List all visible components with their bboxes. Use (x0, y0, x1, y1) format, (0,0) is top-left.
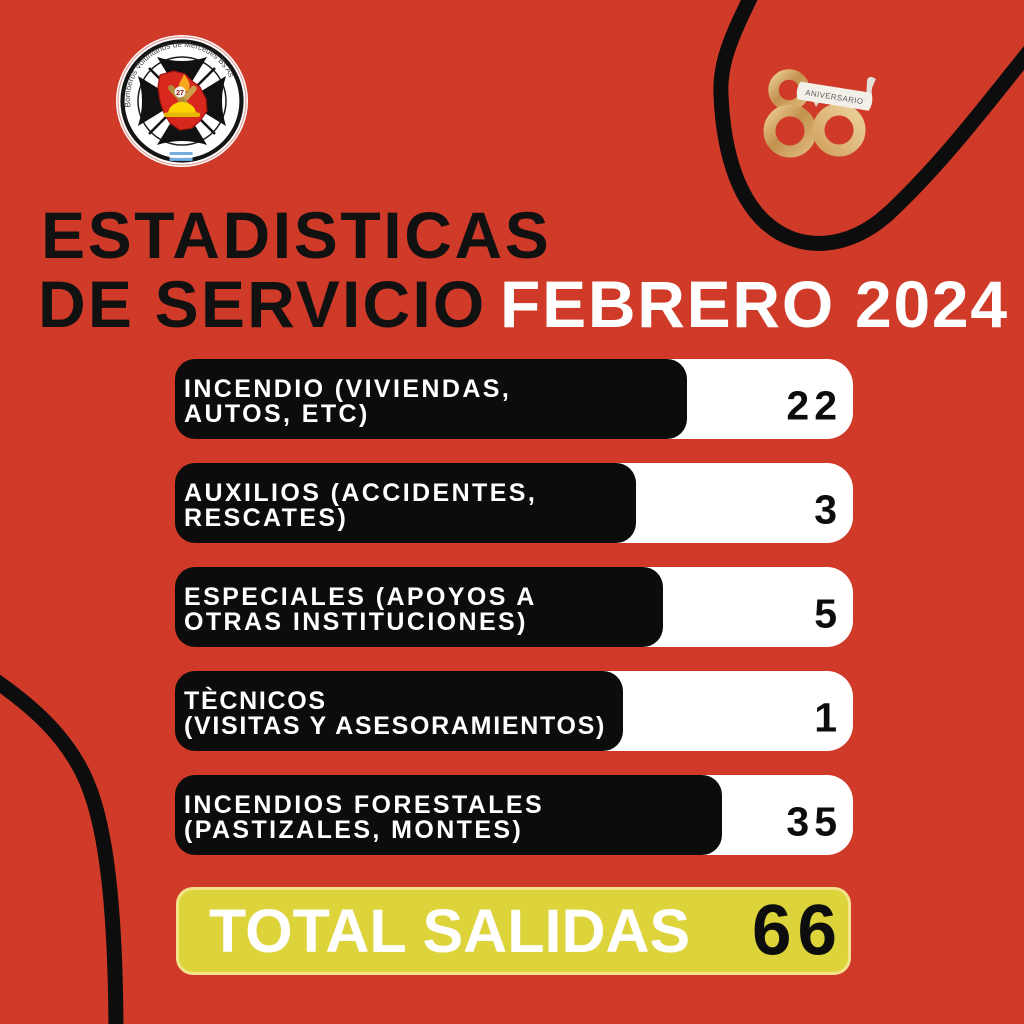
svg-text:27: 27 (176, 90, 184, 97)
